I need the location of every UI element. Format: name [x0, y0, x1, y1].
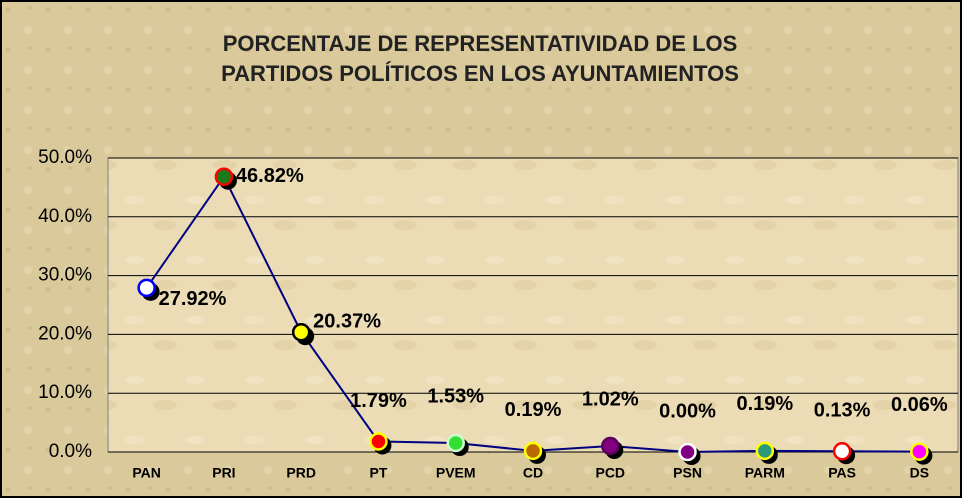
marker — [523, 441, 543, 461]
y-tick-label: 40.0% — [38, 206, 92, 227]
data-label: 0.13% — [814, 400, 871, 422]
x-tick-label: CD — [523, 465, 543, 481]
x-tick-label: PRI — [212, 465, 235, 481]
x-tick-label: PAN — [132, 465, 161, 481]
data-label: 0.00% — [659, 400, 716, 422]
marker — [137, 278, 156, 298]
x-tick-label: PARM — [745, 465, 785, 481]
marker — [755, 441, 775, 461]
x-tick-label: PT — [370, 465, 388, 481]
data-label: 1.53% — [427, 385, 484, 407]
x-tick-label: PCD — [595, 465, 625, 481]
data-label: 1.79% — [350, 390, 407, 412]
data-label: 0.19% — [505, 399, 562, 421]
data-label: 20.37% — [313, 311, 381, 333]
x-tick-label: PVEM — [436, 465, 476, 481]
marker — [678, 442, 697, 462]
data-label: 0.19% — [736, 393, 793, 415]
x-tick-label: PRD — [286, 465, 316, 481]
marker — [369, 432, 388, 451]
plot-area — [107, 157, 959, 453]
data-label: 0.06% — [891, 394, 948, 416]
y-tick-label: 10.0% — [38, 382, 92, 403]
data-label: 1.02% — [582, 388, 639, 410]
chart-title: PARTIDOS POLÍTICOS EN LOS AYUNTAMIENTOS — [221, 61, 739, 86]
marker — [214, 167, 234, 186]
marker — [601, 436, 620, 456]
y-tick-label: 50.0% — [38, 147, 92, 168]
marker — [910, 442, 929, 461]
marker — [446, 433, 465, 453]
x-tick-label: PSN — [673, 465, 702, 481]
x-tick-label: PAS — [828, 465, 856, 481]
y-tick-label: 30.0% — [38, 265, 92, 286]
data-label: 46.82% — [236, 165, 304, 187]
y-tick-label: 0.0% — [49, 441, 92, 462]
y-tick-label: 20.0% — [38, 323, 92, 344]
chart-title: PORCENTAJE DE REPRESENTATIVIDAD DE LOS — [223, 31, 738, 56]
data-label: 27.92% — [159, 288, 227, 310]
marker — [832, 441, 852, 461]
x-tick-label: DS — [910, 465, 929, 481]
marker — [291, 322, 311, 342]
